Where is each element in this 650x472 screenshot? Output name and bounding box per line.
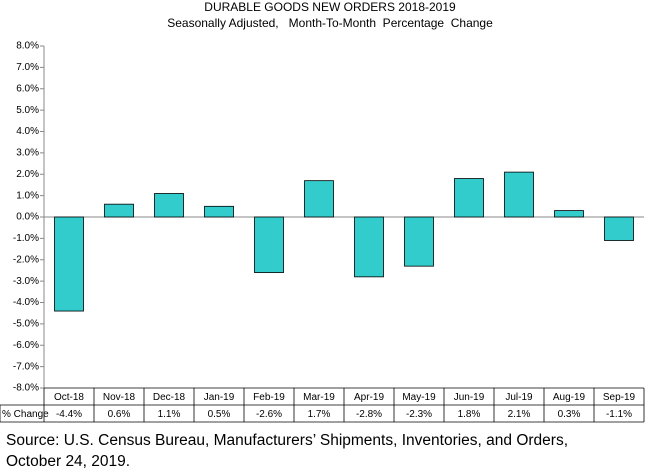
value-label: 1.7%: [308, 409, 331, 420]
y-tick-label: 8.0%: [16, 41, 39, 52]
bar: [254, 216, 284, 273]
bar: [554, 210, 584, 218]
value-label: -2.3%: [406, 409, 432, 420]
value-label: -4.4%: [56, 409, 82, 420]
y-tick-label: -1.0%: [13, 233, 39, 244]
bar: [54, 216, 84, 312]
bar: [154, 193, 184, 218]
bar: [454, 178, 484, 218]
x-tick-label: Feb-19: [253, 392, 285, 403]
value-label: 0.6%: [108, 409, 131, 420]
x-tick-label: Aug-19: [553, 392, 586, 403]
x-tick-label: Dec-18: [153, 392, 186, 403]
value-label: 0.5%: [208, 409, 231, 420]
bar: [104, 203, 134, 218]
source-note: Source: U.S. Census Bureau, Manufacturer…: [6, 432, 568, 470]
value-label: -1.1%: [606, 409, 632, 420]
chart: DURABLE GOODS NEW ORDERS 2018-2019 Seaso…: [0, 0, 645, 423]
x-tick-label: Jun-19: [454, 392, 485, 403]
y-tick-label: -6.0%: [13, 340, 39, 351]
bar: [204, 205, 234, 218]
x-tick-label: Apr-19: [354, 392, 384, 403]
y-tick-label: -5.0%: [13, 319, 39, 330]
y-tick-label: -7.0%: [13, 361, 39, 372]
x-tick-label: Mar-19: [303, 392, 335, 403]
value-label: -2.6%: [256, 409, 282, 420]
bar: [354, 216, 384, 278]
value-label: -2.8%: [356, 409, 382, 420]
bar: [304, 180, 334, 218]
x-tick-label: Nov-18: [103, 392, 136, 403]
y-tick-label: 5.0%: [16, 105, 39, 116]
y-tick-label: -3.0%: [13, 276, 39, 287]
x-tick-label: Jul-19: [505, 392, 533, 403]
chart-subtitle: Seasonally Adjusted, Month-To-Month Perc…: [167, 16, 493, 30]
value-label: 1.1%: [158, 409, 181, 420]
y-tick-label: 7.0%: [16, 62, 39, 73]
x-tick-label: Sep-19: [603, 392, 636, 403]
legend-label: % Change: [2, 409, 49, 420]
value-label: 2.1%: [508, 409, 531, 420]
y-tick-label: -8.0%: [13, 383, 39, 394]
x-tick-label: Oct-18: [54, 392, 84, 403]
bar: [504, 171, 534, 218]
y-tick-label: 3.0%: [16, 148, 39, 159]
y-tick-label: 4.0%: [16, 126, 39, 137]
y-tick-label: -2.0%: [13, 254, 39, 265]
chart-title: DURABLE GOODS NEW ORDERS 2018-2019: [204, 0, 456, 14]
bar: [404, 216, 434, 267]
x-tick-label: Jan-19: [204, 392, 235, 403]
value-label: 0.3%: [558, 409, 581, 420]
y-tick-label: 6.0%: [16, 83, 39, 94]
y-tick-label: -4.0%: [13, 297, 39, 308]
x-tick-label: May-19: [402, 392, 436, 403]
bar: [604, 216, 634, 241]
y-tick-label: 2.0%: [16, 169, 39, 180]
y-tick-label: 1.0%: [16, 190, 39, 201]
y-tick-label: 0.0%: [16, 212, 39, 223]
value-label: 1.8%: [458, 409, 481, 420]
